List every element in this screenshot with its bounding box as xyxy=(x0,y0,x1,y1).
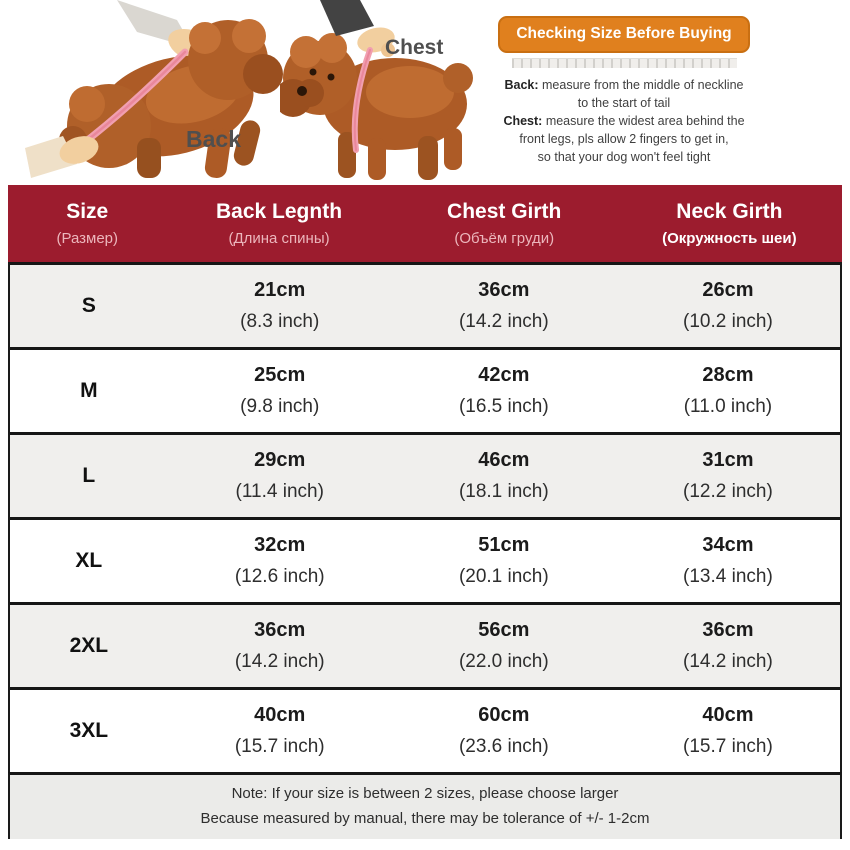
instruction-chest-text1: measure the widest area behind the xyxy=(542,113,745,128)
chest-inch: (14.2 inch) xyxy=(458,311,549,332)
checking-size-badge: Checking Size Before Buying xyxy=(498,16,750,53)
neck-cm: 34cm xyxy=(702,534,754,556)
neck-cm: 28cm xyxy=(702,364,754,386)
size-label: L xyxy=(82,464,96,487)
footnote-line2: Because measured by manual, there may be… xyxy=(200,810,650,827)
instruction-chest-line1: Chest: measure the widest area behind th… xyxy=(488,112,760,130)
chest-cm: 51cm xyxy=(478,534,530,556)
chest-cm: 42cm xyxy=(478,364,530,386)
table-body: S 21cm (8.3 inch) 36cm (14.2 inch) 26cm (10… xyxy=(8,262,842,772)
neck-cm: 31cm xyxy=(702,449,754,471)
back-inch: (14.2 inch) xyxy=(234,651,325,672)
size-label: S xyxy=(81,294,96,317)
chest-cm: 46cm xyxy=(478,449,530,471)
back-inch: (8.3 inch) xyxy=(240,311,320,332)
header-neck-ru: (Окружность шеи) xyxy=(662,230,797,247)
header-chest-en: Chest Girth xyxy=(447,200,562,223)
instruction-chest-line3: so that your dog won't feel tight xyxy=(537,149,711,164)
chest-cm: 56cm xyxy=(478,619,530,641)
size-chart-table: Size (Размер) Back Legnth (Длина спины) … xyxy=(8,185,842,839)
size-label: M xyxy=(80,379,98,402)
instruction-back-text1: measure from the middle of neckline xyxy=(538,77,744,92)
footnote-line1: Note: If your size is between 2 sizes, p… xyxy=(231,785,619,802)
size-label: XL xyxy=(75,549,103,572)
table-row-m: M 25cm (9.8 inch) 42cm (16.5 inch) 28cm (11… xyxy=(10,347,840,432)
instruction-chest-term: Chest: xyxy=(503,113,543,128)
table-row-3xl: 3XL 40cm (15.7 inch) 60cm (23.6 inch) 40cm… xyxy=(10,687,840,772)
header-chest-girth: Chest Girth (Объём груди) xyxy=(392,185,617,262)
chest-inch: (22.0 inch) xyxy=(458,651,549,672)
header-back-length: Back Legnth (Длина спины) xyxy=(166,185,391,262)
back-cm: 32cm xyxy=(254,534,306,556)
tape-measure-decoration xyxy=(511,57,737,68)
back-cm: 40cm xyxy=(254,704,306,726)
header-size-ru: (Размер) xyxy=(56,230,118,247)
back-inch: (12.6 inch) xyxy=(234,566,325,587)
size-label: 3XL xyxy=(69,719,109,742)
instruction-back-term: Back: xyxy=(504,77,539,92)
chest-cm: 36cm xyxy=(478,279,530,301)
table-footnote: Note: If your size is between 2 sizes, p… xyxy=(8,772,842,839)
measure-instructions: Back: measure from the middle of necklin… xyxy=(488,76,760,166)
neck-inch: (14.2 inch) xyxy=(683,651,773,672)
header-size-en: Size xyxy=(66,200,109,223)
neck-cm: 40cm xyxy=(702,704,754,726)
neck-inch: (13.4 inch) xyxy=(683,566,773,587)
back-cm: 21cm xyxy=(254,279,306,301)
back-inch: (15.7 inch) xyxy=(234,736,325,757)
neck-inch: (15.7 inch) xyxy=(683,736,773,757)
chest-cm: 60cm xyxy=(478,704,530,726)
hero-section: Back xyxy=(0,0,850,185)
back-cm: 36cm xyxy=(254,619,306,641)
back-cm: 25cm xyxy=(254,364,306,386)
neck-cm: 26cm xyxy=(702,279,754,301)
instruction-back-line1: Back: measure from the middle of necklin… xyxy=(488,76,760,94)
header-size: Size (Размер) xyxy=(8,185,166,262)
header-chest-ru: (Объём груди) xyxy=(454,230,555,247)
table-header-row: Size (Размер) Back Legnth (Длина спины) … xyxy=(8,185,842,262)
header-back-en: Back Legnth xyxy=(216,200,343,223)
neck-inch: (12.2 inch) xyxy=(683,481,773,502)
table-row-2xl: 2XL 36cm (14.2 inch) 56cm (22.0 inch) 36cm… xyxy=(10,602,840,687)
table-row-xl: XL 32cm (12.6 inch) 51cm (20.1 inch) 34cm (… xyxy=(10,517,840,602)
chest-inch: (16.5 inch) xyxy=(458,396,549,417)
instruction-back-line2: to the start of tail xyxy=(577,95,671,110)
header-neck-en: Neck Girth xyxy=(676,200,783,223)
measure-info-panel: Checking Size Before Buying Back: measur… xyxy=(488,16,760,166)
chest-inch: (18.1 inch) xyxy=(458,481,549,502)
size-label: 2XL xyxy=(69,634,109,657)
back-cm: 29cm xyxy=(254,449,306,471)
neck-inch: (10.2 inch) xyxy=(683,311,773,332)
header-neck-girth: Neck Girth (Окружность шеи) xyxy=(617,185,842,262)
instruction-chest-line2: front legs, pls allow 2 fingers to get i… xyxy=(519,131,729,146)
neck-cm: 36cm xyxy=(702,619,754,641)
table-row-s: S 21cm (8.3 inch) 36cm (14.2 inch) 26cm (10… xyxy=(10,262,840,347)
header-back-ru: (Длина спины) xyxy=(228,230,330,247)
chest-inch: (23.6 inch) xyxy=(458,736,549,757)
back-inch: (9.8 inch) xyxy=(240,396,320,417)
neck-inch: (11.0 inch) xyxy=(683,396,773,417)
back-inch: (11.4 inch) xyxy=(235,481,324,502)
dog-chest-illustration xyxy=(280,0,473,180)
chest-inch: (20.1 inch) xyxy=(458,566,549,587)
dog-back-illustration xyxy=(25,0,283,178)
back-measure-label: Back xyxy=(186,126,241,152)
chest-measure-label: Chest xyxy=(385,36,444,59)
table-row-l: L 29cm (11.4 inch) 46cm (18.1 inch) 31cm (1… xyxy=(10,432,840,517)
